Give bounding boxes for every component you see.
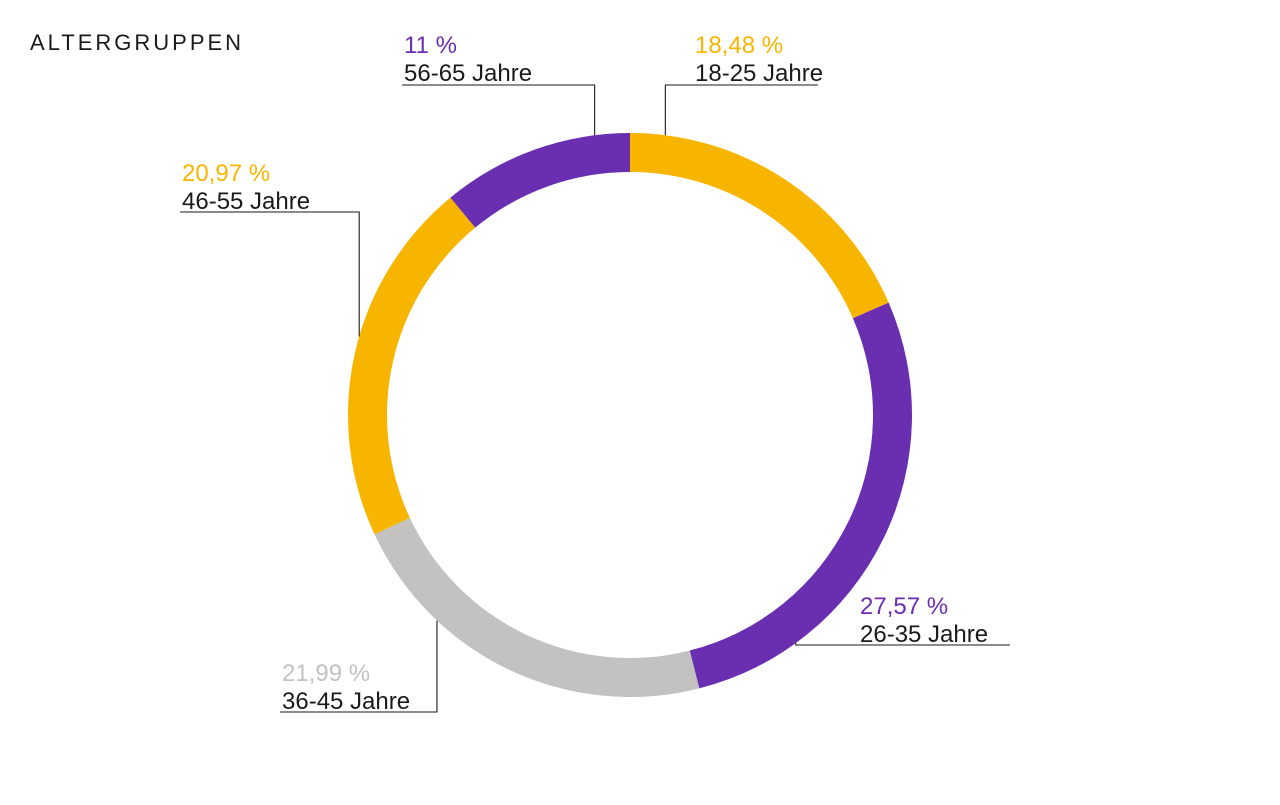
slice-callout: 18,48 %18-25 Jahre <box>695 32 823 88</box>
slice-label: 36-45 Jahre <box>282 688 410 716</box>
slice-label: 56-65 Jahre <box>404 60 532 88</box>
leader-line <box>402 85 595 135</box>
slice-callout: 27,57 %26-35 Jahre <box>860 593 988 649</box>
slice-label: 18-25 Jahre <box>695 60 823 88</box>
slice-percent: 18,48 % <box>695 32 823 60</box>
donut-chart <box>0 0 1280 805</box>
slice-callout: 20,97 %46-55 Jahre <box>182 160 310 216</box>
donut-slice <box>348 198 475 535</box>
slice-percent: 21,99 % <box>282 660 410 688</box>
slice-callout: 11 %56-65 Jahre <box>404 32 532 88</box>
donut-slice <box>630 133 889 318</box>
leader-line <box>665 85 818 135</box>
donut-svg <box>0 0 1280 800</box>
donut-slice <box>375 518 700 697</box>
slice-percent: 20,97 % <box>182 160 310 188</box>
slice-label: 26-35 Jahre <box>860 621 988 649</box>
slice-percent: 11 % <box>404 32 532 60</box>
slice-percent: 27,57 % <box>860 593 988 621</box>
leader-line <box>180 212 359 336</box>
slice-label: 46-55 Jahre <box>182 188 310 216</box>
slice-callout: 21,99 %36-45 Jahre <box>282 660 410 716</box>
donut-slice <box>450 133 630 228</box>
